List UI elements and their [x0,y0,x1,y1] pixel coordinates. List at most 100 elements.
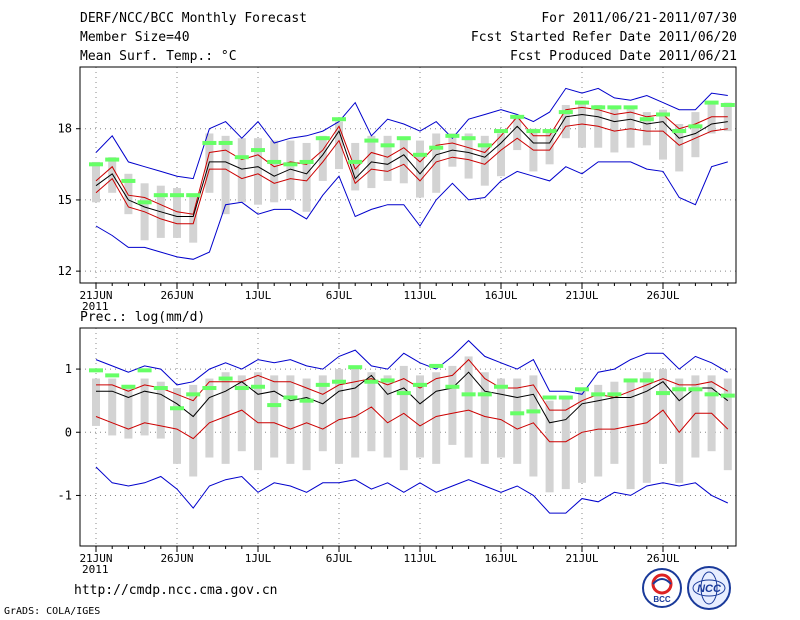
obs-marker [429,145,444,150]
obs-marker [299,398,314,403]
spread-box [642,112,651,146]
spread-box [92,161,100,203]
spread-box [383,135,392,181]
spread-box [335,369,343,464]
spread-box [691,375,700,458]
spread-box [173,188,181,238]
spread-box [432,133,441,193]
obs-marker [380,143,395,148]
obs-marker [591,392,606,397]
obs-marker [542,395,557,400]
obs-marker [542,129,557,134]
x-tick-label: 21JUL [565,289,598,302]
obs-marker [429,363,444,368]
bcc-logo: BCC [642,568,682,608]
x-tick-label: 21JUL [565,552,598,565]
spread-box [626,107,635,148]
spread-box [92,378,100,426]
obs-marker [186,193,201,198]
obs-marker [461,136,476,141]
obs-marker [218,376,233,381]
x-tick-label: 21JUN [79,289,112,302]
spread-box [270,140,279,203]
obs-marker [558,395,573,400]
obs-marker [591,105,606,110]
x-tick-label: 1JUL [245,289,272,302]
logos: BCC NCC [642,566,731,610]
spread-box [626,378,635,490]
spread-box [335,121,343,170]
obs-marker [445,133,460,138]
chart-title: DERF/NCC/BCC Monthly Forecast [80,11,307,26]
obs-marker [121,178,136,183]
spread-box [108,378,117,436]
obs-marker [720,102,735,107]
obs-marker [494,384,508,389]
spread-box [594,384,603,477]
ncc-logo: NCC [687,566,731,610]
precip-label: Prec.: log(mm/d) [80,310,206,325]
spread-box [221,135,230,215]
obs-marker [364,138,379,143]
obs-marker [348,365,363,370]
spread-box [642,372,651,483]
obs-marker [413,382,427,387]
year-label: 2011 [82,300,109,313]
x-tick-label: 1JUL [245,552,272,565]
obs-marker [89,368,103,373]
obs-marker [704,100,719,105]
obs-marker [477,392,492,397]
x-tick-label: 26JUL [646,552,679,565]
obs-marker [121,384,136,389]
obs-marker [688,124,703,129]
spread-box [124,384,133,439]
obs-marker [623,378,638,383]
spread-box [578,102,586,148]
spread-box [480,135,489,186]
obs-marker [494,129,508,134]
obs-marker [267,403,282,408]
spread-box [561,104,570,139]
spread-box [659,369,667,464]
obs-marker [283,162,298,167]
spread-box [480,372,489,464]
obs-marker [364,379,379,384]
spread-box [237,375,246,452]
spread-box [448,365,457,445]
spread-box [691,112,700,158]
spread-box [513,378,522,464]
variable-label: Mean Surf. Temp.: °C [80,49,237,64]
upper-band-line [95,106,728,215]
max-line [95,87,728,180]
spread-box [513,116,522,151]
spread-box [205,378,214,458]
obs-marker [218,140,233,145]
forecast-period: For 2011/06/21-2011/07/30 [541,11,737,26]
x-tick-label: 6JUL [326,552,353,565]
obs-marker [477,143,492,148]
obs-marker [558,110,573,115]
min-line [95,466,729,514]
plot-frame [79,66,737,284]
obs-marker [202,140,217,145]
grads-credit: GrADS: COLA/IGES [4,606,101,617]
spread-box [286,140,295,200]
spread-box [416,140,424,198]
spread-box [578,391,586,483]
obs-marker [170,193,184,198]
max-line [95,339,729,395]
obs-marker [720,393,735,398]
member-size: Member Size=40 [80,30,190,45]
obs-marker [89,162,103,167]
obs-marker [623,105,638,110]
obs-marker [299,159,314,164]
fcst-started-date: Fcst Started Refer Date 2011/06/20 [470,30,737,45]
obs-marker [656,391,670,396]
footer-url[interactable]: http://cmdp.ncc.cma.gov.cn [74,583,278,598]
spread-box [464,133,473,179]
min-line [95,161,728,260]
spread-box [351,142,360,191]
obs-marker [186,392,201,397]
spread-box [367,372,376,452]
